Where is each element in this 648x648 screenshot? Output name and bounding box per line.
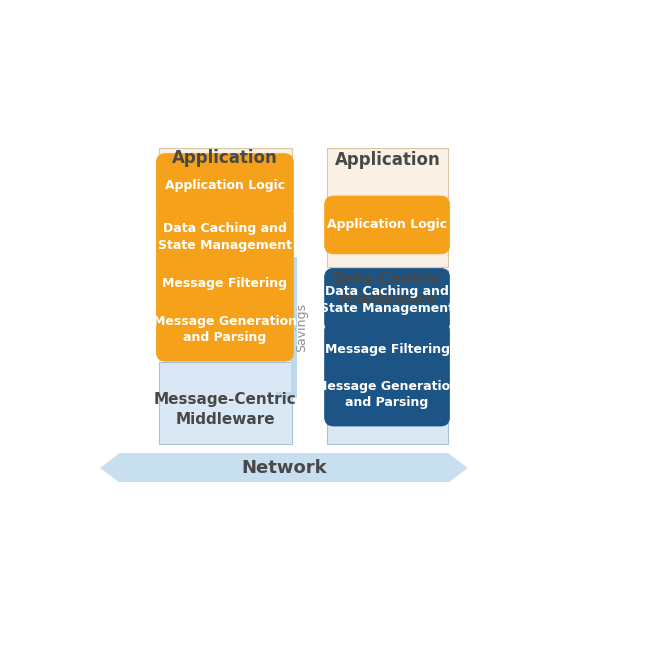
Bar [276,392,297,398]
Polygon shape [100,454,119,482]
FancyBboxPatch shape [325,268,450,331]
Text: Network: Network [241,459,327,477]
FancyBboxPatch shape [156,298,294,361]
Bar [327,270,448,445]
Text: Message Generation
and Parsing: Message Generation and Parsing [315,380,459,410]
Bar [291,257,297,398]
FancyBboxPatch shape [325,196,450,254]
FancyBboxPatch shape [156,257,294,311]
FancyBboxPatch shape [156,205,294,268]
Bar [159,362,292,445]
FancyBboxPatch shape [325,322,450,376]
Text: Data Caching and
State Management: Data Caching and State Management [320,285,454,314]
Polygon shape [448,454,468,482]
Bar [327,148,448,268]
Text: Savings: Savings [295,303,308,353]
Bar [159,148,292,360]
FancyBboxPatch shape [156,154,294,216]
Bar [276,257,297,263]
FancyBboxPatch shape [325,363,450,426]
Text: Data Caching and
State Management: Data Caching and State Management [158,222,292,251]
Text: Message Generation
and Parsing: Message Generation and Parsing [153,315,297,345]
Text: Message-Centric
Middleware: Message-Centric Middleware [154,392,297,427]
Text: Message Filtering: Message Filtering [325,343,450,356]
Bar [119,454,448,482]
Text: Application: Application [172,148,278,167]
Text: Data-Centric
Middleware: Data-Centric Middleware [333,272,441,307]
Text: Message Filtering: Message Filtering [163,277,287,290]
Text: Application Logic: Application Logic [165,179,285,192]
Text: Application: Application [334,151,440,169]
Text: Application Logic: Application Logic [327,218,447,231]
